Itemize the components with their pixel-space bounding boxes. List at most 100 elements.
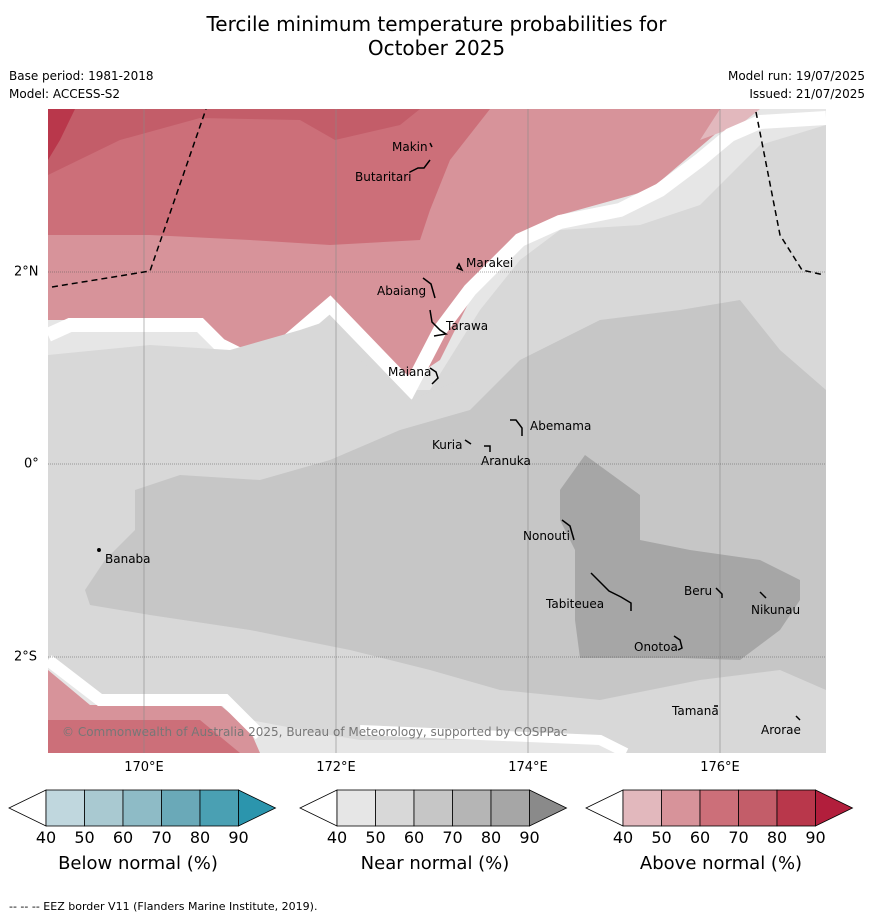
colorbar-segment [375, 789, 415, 827]
colorbar-segment [45, 789, 85, 827]
issued-date: Issued: 21/07/2025 [749, 87, 865, 101]
near-normal-50-mid [48, 180, 826, 510]
island-label-beru: Beru [684, 584, 712, 598]
colorbar-tick-label: 80 [766, 828, 788, 847]
x-label-174e: 174°E [508, 760, 548, 775]
nonouti-outline [561, 519, 575, 541]
colorbar-tick-label: 50 [74, 828, 95, 847]
meta-left: Base period: 1981-2018 Model: ACCESS-S2 [9, 68, 154, 104]
banaba-outline [97, 548, 101, 552]
aranuka-outline [484, 445, 491, 452]
title-line-1: Tercile minimum temperature probabilitie… [206, 12, 667, 36]
eez-border-west [51, 109, 207, 288]
island-label-tabiteuea: Tabiteuea [545, 597, 604, 611]
colorbar-tick-label: 60 [112, 828, 134, 847]
above-normal-80-field [48, 109, 420, 175]
x-label-172e: 172°E [316, 760, 356, 775]
makin-outline [429, 142, 433, 148]
boundary-band-north [48, 111, 826, 400]
colorbar-tick-label: 50 [365, 828, 386, 847]
x-label-170e: 170°E [124, 760, 164, 775]
eez-footnote: -- -- -- EEZ border V11 (Flanders Marine… [9, 900, 318, 913]
colorbar-segment [199, 789, 239, 827]
base-period: Base period: 1981-2018 [9, 69, 154, 83]
copyright-notice: © Commonwealth of Australia 2025, Bureau… [62, 725, 567, 739]
island-label-abemama: Abemama [530, 419, 591, 433]
model-name: Model: ACCESS-S2 [9, 87, 121, 101]
abemama-outline [510, 419, 523, 436]
colorbar-above-normal [585, 789, 854, 827]
beru-outline [715, 587, 723, 598]
colorbar-tick-label: 80 [480, 828, 502, 847]
island-label-banaba: Banaba [105, 552, 151, 566]
nikunau-outline [759, 591, 767, 599]
chart-title: Tercile minimum temperature probabilitie… [0, 12, 873, 60]
colorbar-tick-label: 90 [519, 828, 540, 847]
island-outlines [97, 142, 801, 721]
above-normal-50-patch [700, 109, 760, 140]
colorbar-tick-label: 90 [228, 828, 249, 847]
colorbar-tick-label: 40 [326, 828, 348, 847]
above-normal-70-field [48, 109, 490, 245]
colorbar-tick-label: 70 [442, 828, 463, 847]
colorbar-tick-label: 60 [403, 828, 425, 847]
colorbar-segment [452, 789, 492, 827]
island-label-tarawa: Tarawa [445, 319, 488, 333]
y-label-0: 0° [24, 456, 39, 472]
eez-border-east [755, 111, 825, 276]
colorbar-tick-label: 40 [35, 828, 57, 847]
island-label-butaritari: Butaritari [355, 170, 412, 184]
island-labels: Makin Butaritari Marakei Abaiang Tarawa … [105, 140, 801, 737]
model-run: Model run: 19/07/2025 [727, 69, 865, 83]
island-label-arorae: Arorae [761, 723, 801, 737]
colorbar-extend-low [8, 789, 47, 827]
colorbar-tick-label: 80 [189, 828, 211, 847]
island-label-maiana: Maiana [388, 365, 431, 379]
island-label-nikunau: Nikunau [751, 603, 800, 617]
boundary-band-south [48, 655, 265, 740]
colorbar-segment [699, 789, 739, 827]
island-label-marakei: Marakei [466, 256, 513, 270]
butaritari-outline [409, 159, 431, 173]
colorbar-title-near: Near normal (%) [360, 853, 510, 874]
colorbar-title-below: Below normal (%) [58, 853, 218, 874]
island-label-tamana: Tamana [671, 704, 719, 718]
x-label-176e: 176°E [700, 760, 740, 775]
island-label-nonouti: Nonouti [523, 529, 570, 543]
gridlines [143, 109, 721, 753]
colorbar-below-normal [8, 789, 277, 827]
colorbar-segment [122, 789, 162, 827]
marakei-outline [455, 262, 464, 272]
arorae-outline [795, 715, 801, 721]
colorbar-title-above: Above normal (%) [639, 853, 803, 874]
y-label-2s: 2°S [14, 649, 38, 665]
lat-gridlines [48, 271, 826, 658]
island-label-kuria: Kuria [432, 438, 463, 452]
colorbar-segment [84, 789, 124, 827]
y-label-2n: 2°N [14, 264, 39, 280]
colorbar-extend-high [238, 789, 277, 827]
probability-fields: Makin Butaritari Marakei Abaiang Tarawa … [48, 109, 826, 753]
colorbar-near-normal [299, 789, 568, 827]
kuria-outline [464, 439, 472, 445]
colorbar-tick-label: 90 [805, 828, 826, 847]
title-line-2: October 2025 [367, 36, 506, 60]
colorbar-extend-low [299, 789, 338, 827]
colorbar-tick-label: 70 [151, 828, 172, 847]
tabiteuea-outline [590, 572, 632, 611]
maiana-outline [429, 367, 439, 385]
colorbar-segment [490, 789, 530, 827]
near-normal-70-field [560, 455, 800, 660]
colorbar-segment [161, 789, 201, 827]
island-label-makin: Makin [392, 140, 428, 154]
island-label-abaiang: Abaiang [377, 284, 426, 298]
colorbar-segment [622, 789, 662, 827]
onotoa-outline [673, 635, 683, 651]
colorbar-segment [738, 789, 778, 827]
colorbar-segment [661, 789, 701, 827]
colorbar-tick-label: 70 [728, 828, 749, 847]
island-label-onotoa: Onotoa [634, 640, 678, 654]
colorbar-segment [413, 789, 453, 827]
colorbar-extend-low [585, 789, 624, 827]
